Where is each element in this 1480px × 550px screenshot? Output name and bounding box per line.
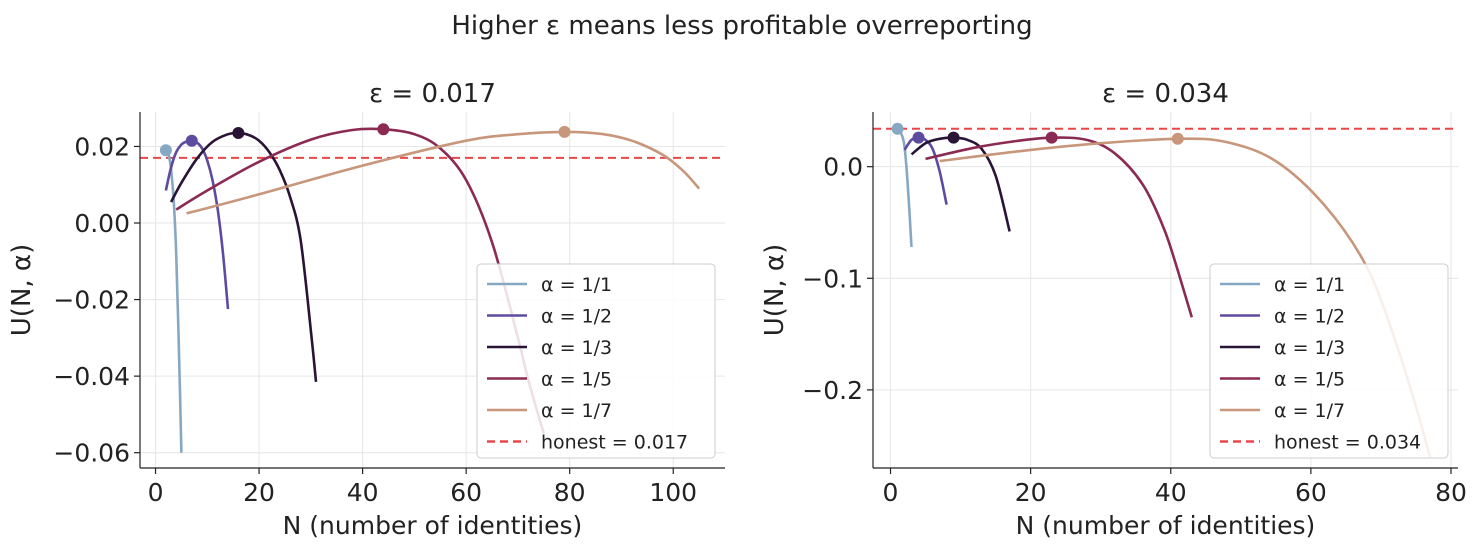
- x-tick-label: 80: [554, 478, 586, 507]
- chart-panel-1: 0 20 40 60 80 100 −0.06 −0.04 −0.02 0.00 0.02 ε = 0…: [7, 79, 725, 540]
- series-peak-point-5: [558, 125, 571, 138]
- legend: α = 1/1 α = 1/2 α = 1/3 α = 1/5 α = 1/7 hones…: [476, 263, 716, 459]
- legend-entry-1-label: α = 1/1: [541, 274, 612, 296]
- panel-title: ε = 0.034: [1102, 79, 1229, 109]
- series-peak-point-1: [891, 122, 904, 135]
- x-tick-label: 80: [1435, 478, 1467, 507]
- x-tick-label: 20: [243, 478, 275, 507]
- y-tick-label: −0.04: [53, 362, 130, 391]
- x-tick-label: 20: [1015, 478, 1047, 507]
- series-peak-point-4: [377, 123, 390, 136]
- legend-entry-honest-label: honest = 0.017: [541, 432, 688, 454]
- legend-frame: [476, 263, 716, 459]
- x-axis-label: N (number of identities): [1016, 511, 1316, 540]
- series-line-1: [896, 127, 913, 248]
- legend: α = 1/1 α = 1/2 α = 1/3 α = 1/5 α = 1/7 hones…: [1209, 263, 1449, 459]
- series-line-3: [169, 131, 318, 383]
- legend-entry-3-label: α = 1/3: [1274, 337, 1345, 359]
- legend-entry-2-label: α = 1/2: [1274, 306, 1345, 328]
- series-line-3: [910, 136, 1011, 232]
- legend-entry-4-label: α = 1/5: [541, 369, 612, 391]
- x-tick-label: 0: [883, 478, 899, 507]
- y-axis-label: U(N, α): [760, 244, 790, 336]
- x-axis-label: N (number of identities): [283, 511, 583, 540]
- legend-entry-3-label: α = 1/3: [541, 337, 612, 359]
- series-peak-point-5: [1171, 132, 1184, 145]
- y-axis-label: U(N, α): [7, 244, 37, 336]
- series-peak-point-1: [159, 144, 172, 157]
- series-peak-point-4: [1045, 131, 1058, 144]
- legend-entry-honest-label: honest = 0.034: [1274, 432, 1421, 454]
- panel-title: ε = 0.017: [369, 79, 496, 109]
- legend-frame: [1209, 263, 1449, 459]
- y-tick-label: −0.02: [53, 286, 130, 315]
- legend-entry-4-label: α = 1/5: [1274, 369, 1345, 391]
- y-tick-label: 0.0: [823, 153, 863, 182]
- series-line-4: [925, 136, 1194, 318]
- x-tick-label: 0: [148, 478, 164, 507]
- series-peak-point-2: [912, 131, 925, 144]
- x-tick-label: 40: [347, 478, 379, 507]
- plot-area: [159, 123, 701, 453]
- x-tick-label: 60: [450, 478, 482, 507]
- y-tick-label: 0.02: [74, 132, 130, 161]
- series-line-5: [186, 130, 701, 215]
- x-tick-label: 100: [649, 478, 697, 507]
- y-tick-label: 0.00: [74, 209, 130, 238]
- legend-entry-2-label: α = 1/2: [541, 306, 612, 328]
- figure-title: Higher ε means less profitable overrepor…: [451, 11, 1032, 41]
- y-tick-label: −0.1: [802, 264, 863, 293]
- x-tick-label: 60: [1295, 478, 1327, 507]
- y-tick-label: −0.06: [53, 439, 130, 468]
- legend-entry-5-label: α = 1/7: [541, 400, 612, 422]
- series-peak-point-3: [232, 127, 245, 140]
- series-peak-point-2: [185, 134, 198, 147]
- series-line-2: [903, 136, 948, 205]
- legend-entry-1-label: α = 1/1: [1274, 274, 1345, 296]
- y-tick-label: −0.2: [802, 376, 863, 405]
- series-peak-point-3: [947, 131, 960, 144]
- chart-panel-2: 0 20 40 60 80 −0.2 −0.1 0.0 ε = 0.034 N (number o…: [760, 79, 1467, 540]
- legend-entry-5-label: α = 1/7: [1274, 400, 1345, 422]
- x-tick-label: 40: [1155, 478, 1187, 507]
